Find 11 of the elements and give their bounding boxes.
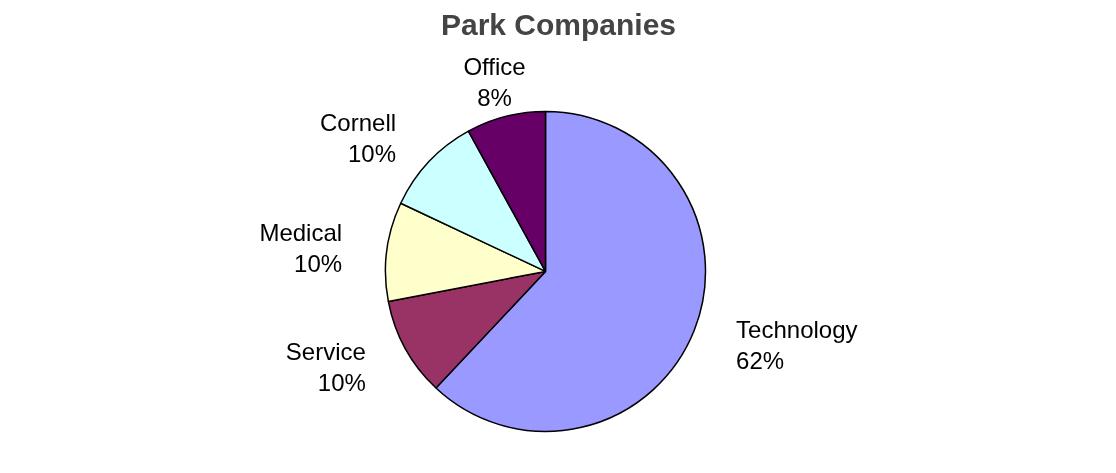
data-label: 10% xyxy=(294,249,343,277)
data-label: 8% xyxy=(477,83,512,111)
slice-label: Service xyxy=(285,338,366,366)
data-label: 62% xyxy=(736,346,785,374)
slice-label: Cornell xyxy=(320,108,397,136)
data-label: 10% xyxy=(348,139,397,167)
data-label: 10% xyxy=(317,369,366,397)
slice-label: Medical xyxy=(259,218,343,246)
slice-label: Office xyxy=(463,52,526,80)
chart-title: Park Companies xyxy=(440,7,677,41)
slice-label: Technology xyxy=(736,315,858,343)
